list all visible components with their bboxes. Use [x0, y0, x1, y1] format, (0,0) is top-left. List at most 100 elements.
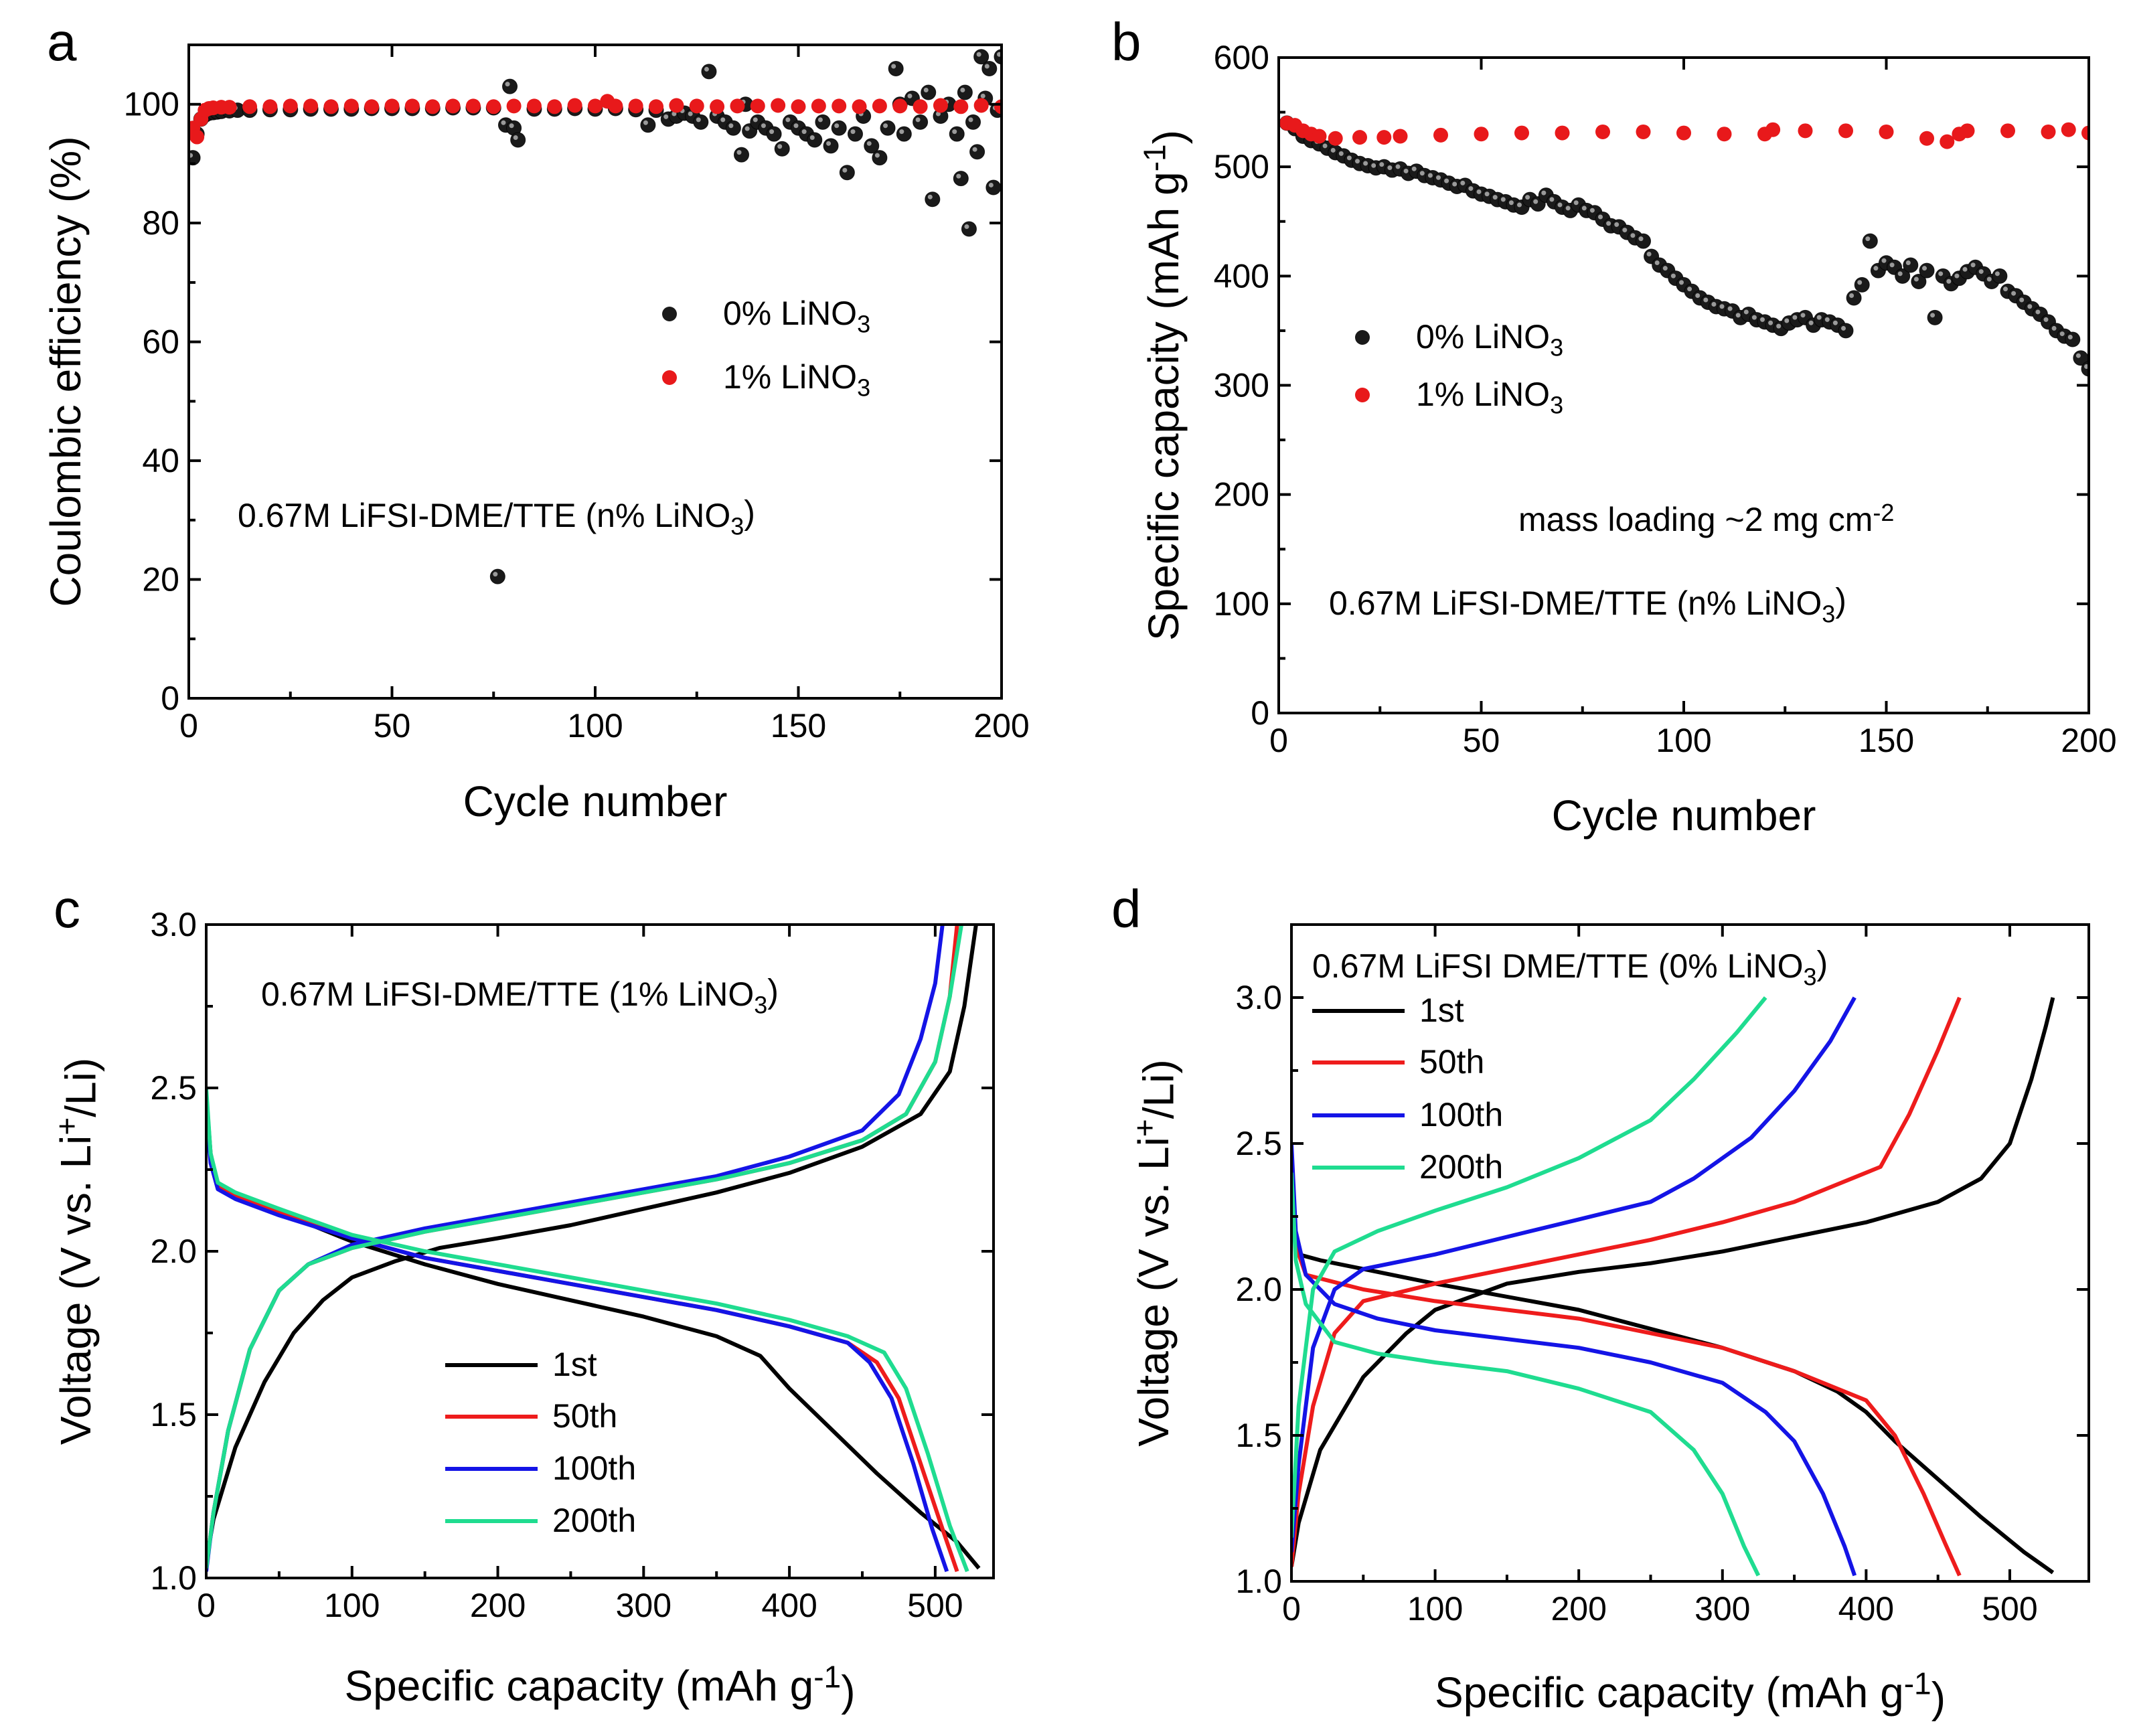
data-point-highlight — [1735, 313, 1741, 318]
annotation-text: 0.67M LiFSI DME/TTE (0% LiNO3) — [1312, 945, 1828, 991]
data-point-highlight — [1711, 302, 1717, 307]
data-point — [791, 99, 806, 114]
x-tick-label: 300 — [1694, 1590, 1750, 1628]
x-tick-label: 150 — [771, 707, 826, 744]
x-tick-label: 0 — [1282, 1590, 1301, 1628]
data-point-highlight — [769, 129, 775, 135]
legend-label: 0% LiNO3 — [1416, 318, 1563, 362]
y-tick-label: 1.0 — [150, 1559, 197, 1597]
data-point-highlight — [1978, 269, 1984, 274]
data-point — [1960, 123, 1975, 139]
legend-marker — [1355, 388, 1370, 402]
data-point — [1328, 131, 1343, 146]
data-point — [1352, 130, 1367, 145]
data-point — [847, 126, 863, 142]
series-line-200th-discharge — [206, 1087, 969, 1573]
data-point — [913, 114, 929, 130]
data-point-highlight — [728, 123, 734, 129]
data-point-highlight — [1387, 165, 1393, 171]
data-point-highlight — [1338, 151, 1344, 156]
data-point-highlight — [753, 117, 758, 123]
legend-label: 50th — [552, 1397, 617, 1435]
data-point — [913, 99, 928, 114]
legend-label: 100th — [552, 1449, 636, 1487]
data-point-highlight — [1436, 175, 1441, 180]
data-point-highlight — [923, 87, 929, 92]
data-point — [965, 114, 981, 130]
data-point — [465, 98, 481, 114]
x-axis-label: Cycle number — [463, 777, 728, 825]
data-point — [701, 64, 717, 80]
data-point-highlight — [968, 117, 973, 123]
data-point — [815, 114, 831, 130]
data-point-highlight — [1330, 147, 1336, 153]
annotation-text: 0.67M LiFSI-DME/TTE (n% LiNO3) — [1329, 582, 1846, 628]
series-1-lino3 — [1279, 115, 2089, 149]
data-point-highlight — [1533, 199, 1538, 204]
x-tick-label: 500 — [907, 1587, 963, 1624]
y-tick-label: 600 — [1214, 39, 1269, 76]
y-tick-label: 100 — [124, 86, 179, 123]
data-point-highlight — [1808, 320, 1814, 325]
data-point — [973, 98, 989, 113]
data-point — [364, 99, 380, 114]
y-tick-label: 400 — [1214, 257, 1269, 295]
data-point-highlight — [777, 144, 783, 149]
panel-b-legend: 0% LiNO3 1% LiNO3 — [1355, 318, 1563, 419]
data-point — [953, 171, 969, 187]
series-line-100th-discharge — [1291, 1143, 1857, 1577]
data-point-highlight — [899, 129, 904, 135]
x-tick-label: 100 — [567, 707, 623, 744]
data-point-highlight — [972, 147, 977, 152]
data-point — [1717, 127, 1732, 142]
y-tick-label: 200 — [1214, 476, 1269, 514]
data-point — [404, 98, 420, 114]
data-point-highlight — [842, 167, 848, 173]
data-point — [832, 98, 847, 114]
panel-c-letter: c — [54, 879, 80, 939]
x-tick-label: 50 — [374, 707, 411, 744]
data-point-highlight — [1517, 202, 1522, 208]
data-point-highlight — [1751, 315, 1757, 320]
data-point-highlight — [1743, 309, 1749, 315]
x-tick-label: 200 — [1551, 1590, 1606, 1628]
y-tick-label: 0 — [1251, 694, 1269, 732]
panel-a: a 0 50 100 150 200 0 20 40 60 80 100 Cycle number Cou… — [42, 12, 1030, 825]
panel-d-legend: 1st 50th 100th 200th — [1312, 992, 1503, 1186]
x-tick-label: 200 — [470, 1587, 526, 1624]
data-point-highlight — [1460, 180, 1466, 185]
data-point-highlight — [643, 120, 648, 125]
x-axis-label: Specific capacity (mAh g-1) — [1435, 1666, 1946, 1722]
data-point-highlight — [1565, 206, 1571, 211]
data-point-highlight — [1622, 228, 1628, 233]
data-point-highlight — [2035, 309, 2041, 315]
data-point-highlight — [1525, 195, 1530, 200]
data-point-highlight — [513, 135, 518, 140]
data-point-highlight — [2011, 291, 2017, 296]
data-point — [1903, 257, 1919, 273]
data-point-highlight — [1427, 173, 1433, 178]
data-point — [425, 99, 441, 114]
data-point-highlight — [2019, 297, 2025, 303]
data-point-highlight — [1403, 168, 1409, 173]
panel-c-plot-area — [206, 925, 981, 1573]
x-tick-label: 100 — [324, 1587, 380, 1624]
data-point — [526, 98, 542, 114]
data-point — [933, 98, 948, 113]
data-point-highlight — [801, 129, 807, 135]
data-point-highlight — [1897, 271, 1903, 277]
y-tick-label: 2.0 — [150, 1233, 197, 1270]
data-point-highlight — [761, 123, 766, 129]
data-point-highlight — [952, 129, 957, 135]
data-point — [640, 117, 656, 133]
data-point — [1676, 125, 1691, 141]
y-tick-label: 500 — [1214, 148, 1269, 185]
series-line-100th-discharge — [206, 1113, 949, 1573]
data-point — [766, 126, 782, 142]
data-point — [1919, 262, 1935, 279]
data-point-highlight — [927, 194, 933, 200]
x-tick-label: 150 — [1859, 722, 1914, 759]
data-point-highlight — [1346, 155, 1352, 161]
data-point — [1636, 124, 1651, 139]
